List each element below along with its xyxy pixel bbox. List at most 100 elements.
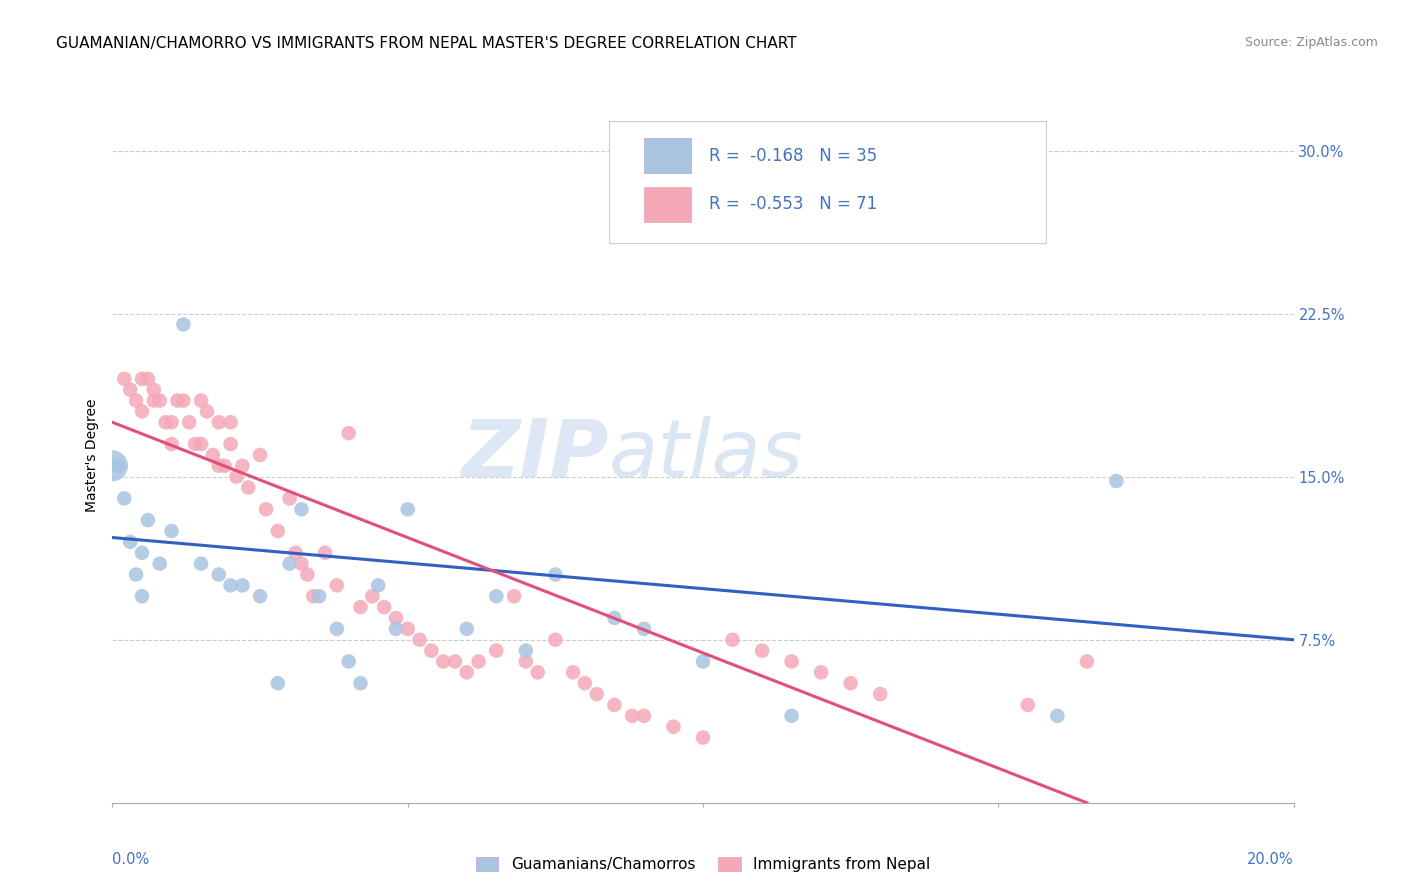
Point	[692, 731, 714, 745]
Point	[208, 567, 231, 582]
Point	[219, 578, 242, 592]
Point	[267, 524, 290, 538]
Point	[444, 655, 467, 669]
Point	[278, 557, 301, 571]
Point	[692, 655, 714, 669]
FancyBboxPatch shape	[609, 121, 1046, 243]
Point	[219, 437, 242, 451]
Point	[172, 318, 194, 332]
Point	[201, 448, 224, 462]
Point	[337, 426, 360, 441]
Point	[408, 632, 430, 647]
Point	[131, 546, 153, 560]
Point	[544, 632, 567, 647]
Point	[562, 665, 585, 680]
Point	[780, 655, 803, 669]
Point	[125, 567, 148, 582]
Point	[485, 643, 508, 657]
Point	[179, 415, 201, 429]
Point	[238, 481, 260, 495]
Point	[190, 557, 212, 571]
Legend: Guamanians/Chamorros, Immigrants from Nepal: Guamanians/Chamorros, Immigrants from Ne…	[468, 849, 938, 880]
Point	[136, 372, 159, 386]
Point	[603, 611, 626, 625]
Point	[515, 655, 537, 669]
Point	[131, 589, 153, 603]
Point	[166, 393, 188, 408]
Point	[190, 437, 212, 451]
Point	[284, 546, 307, 560]
Point	[120, 383, 142, 397]
Point	[149, 557, 172, 571]
Point	[120, 535, 142, 549]
Point	[142, 383, 165, 397]
Point	[302, 589, 325, 603]
Point	[149, 393, 172, 408]
Point	[349, 676, 371, 690]
Point	[131, 372, 153, 386]
Point	[337, 655, 360, 669]
Bar	[644, 138, 692, 173]
Point	[1017, 698, 1039, 712]
Point	[373, 600, 395, 615]
Point	[326, 622, 349, 636]
Point	[155, 415, 177, 429]
Point	[142, 393, 165, 408]
Point	[515, 643, 537, 657]
Point	[633, 622, 655, 636]
Point	[290, 502, 312, 516]
Text: ZIP: ZIP	[461, 416, 609, 494]
Point	[544, 567, 567, 582]
Point	[184, 437, 207, 451]
Point	[290, 557, 312, 571]
Point	[1076, 655, 1098, 669]
Point	[420, 643, 443, 657]
Point	[225, 469, 247, 483]
Point	[367, 578, 389, 592]
Point	[1046, 708, 1069, 723]
Point	[160, 437, 183, 451]
Point	[456, 622, 478, 636]
Point	[136, 513, 159, 527]
Point	[195, 404, 218, 418]
Point	[621, 708, 644, 723]
Point	[125, 393, 148, 408]
Text: 20.0%: 20.0%	[1247, 852, 1294, 867]
Point	[131, 404, 153, 418]
Text: 0.0%: 0.0%	[112, 852, 149, 867]
Point	[267, 676, 290, 690]
Point	[297, 567, 319, 582]
Point	[172, 393, 194, 408]
Point	[254, 502, 277, 516]
Point	[101, 458, 124, 473]
Y-axis label: Master's Degree: Master's Degree	[86, 398, 100, 512]
Point	[780, 708, 803, 723]
Text: GUAMANIAN/CHAMORRO VS IMMIGRANTS FROM NEPAL MASTER'S DEGREE CORRELATION CHART: GUAMANIAN/CHAMORRO VS IMMIGRANTS FROM NE…	[56, 36, 797, 51]
Point	[526, 665, 548, 680]
Point	[456, 665, 478, 680]
Point	[208, 415, 231, 429]
Point	[219, 415, 242, 429]
Point	[249, 589, 271, 603]
Point	[361, 589, 384, 603]
Point	[308, 589, 330, 603]
Text: Source: ZipAtlas.com: Source: ZipAtlas.com	[1244, 36, 1378, 49]
Point	[385, 611, 408, 625]
Text: atlas: atlas	[609, 416, 803, 494]
Point	[208, 458, 231, 473]
Point	[662, 720, 685, 734]
Point	[839, 676, 862, 690]
Point	[249, 448, 271, 462]
Point	[1105, 474, 1128, 488]
Point	[112, 491, 135, 506]
Point	[485, 589, 508, 603]
Point	[190, 393, 212, 408]
Point	[751, 643, 773, 657]
Point	[396, 502, 419, 516]
Point	[314, 546, 336, 560]
Text: R =  -0.168   N = 35: R = -0.168 N = 35	[709, 147, 877, 165]
Point	[231, 578, 253, 592]
Point	[633, 708, 655, 723]
Point	[112, 372, 135, 386]
Point	[278, 491, 301, 506]
